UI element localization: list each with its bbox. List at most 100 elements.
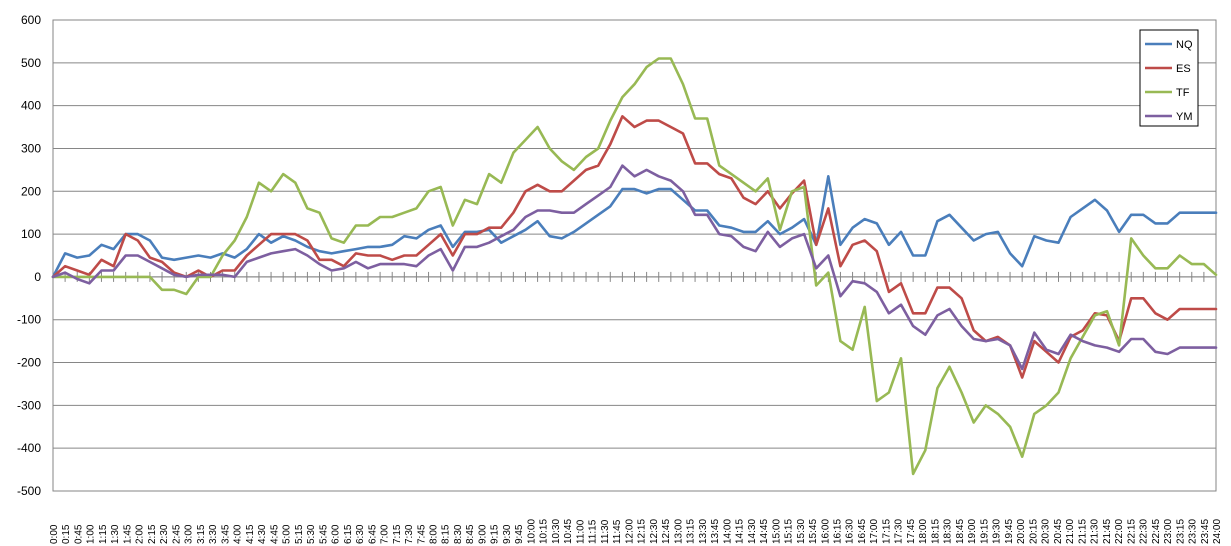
x-tick-label: 2:45: [171, 524, 182, 544]
x-tick-label: 15:00: [771, 519, 782, 544]
legend-label-nq: NQ: [1176, 39, 1193, 51]
x-tick-label: 11:30: [600, 519, 611, 544]
x-tick-label: 13:45: [710, 519, 721, 544]
series-line-ym: [51, 164, 1218, 371]
y-tick-label: -500: [17, 484, 41, 498]
x-tick-label: 8:45: [465, 524, 476, 544]
x-tick-label: 3:30: [208, 524, 219, 544]
x-tick-label: 13:30: [698, 519, 709, 544]
x-tick-label: 13:00: [673, 519, 684, 544]
x-tick-label: 15:45: [808, 519, 819, 544]
x-tick-label: 13:15: [686, 519, 697, 544]
x-tick-label: 4:00: [233, 524, 244, 544]
x-tick-label: 11:15: [588, 519, 599, 544]
x-tick-label: 15:15: [784, 519, 795, 544]
x-tick-label: 18:45: [955, 519, 966, 544]
x-tick-label: 7:15: [392, 524, 403, 544]
x-axis-tick-labels: 0:00 0:15 0:45 1:00 1:15 1:30 1:45 2:00 2:15 2:30…: [49, 519, 1223, 544]
grid: [52, 19, 1217, 492]
x-tick-label: 23:00: [1163, 519, 1174, 544]
x-tick-label: 2:15: [147, 524, 158, 544]
x-tick-label: 10:00: [526, 519, 537, 544]
x-tick-label: 18:15: [930, 519, 941, 544]
y-tick-label: -100: [17, 313, 41, 327]
x-tick-label: 1:30: [110, 524, 121, 544]
x-tick-label: 21:15: [1077, 519, 1088, 544]
x-tick-label: 0:15: [61, 524, 72, 544]
x-tick-label: 6:00: [331, 524, 342, 544]
legend: NQ ES TF YM: [1139, 29, 1199, 127]
x-tick-label: 12:00: [624, 519, 635, 544]
x-tick-label: 4:30: [257, 524, 268, 544]
x-tick-label: 9:00: [477, 524, 488, 544]
x-tick-label: 3:00: [184, 524, 195, 544]
x-tick-label: 20:00: [1016, 519, 1027, 544]
x-tick-label: 23:30: [1188, 519, 1199, 544]
x-tick-label: 9:45: [514, 524, 525, 544]
y-tick-label: 300: [21, 141, 41, 155]
x-tick-label: 16:45: [857, 519, 868, 544]
x-tick-label: 12:30: [649, 519, 660, 544]
x-tick-label: 21:00: [1065, 519, 1076, 544]
x-tick-label: 8:30: [453, 524, 464, 544]
x-tick-label: 1:45: [122, 524, 133, 544]
series-line-tf: [51, 57, 1218, 476]
x-tick-label: 7:00: [380, 524, 391, 544]
legend-label-tf: TF: [1176, 87, 1190, 99]
x-tick-label: 20:15: [1028, 519, 1039, 544]
x-tick-label: 5:45: [318, 524, 329, 544]
x-tick-label: 21:30: [1090, 519, 1101, 544]
x-tick-label: 19:00: [967, 519, 978, 544]
y-tick-label: -400: [17, 441, 41, 455]
x-tick-label: 11:45: [612, 519, 623, 544]
x-tick-label: 14:15: [735, 519, 746, 544]
x-tick-label: 9:30: [502, 524, 513, 544]
x-tick-label: 14:00: [722, 519, 733, 544]
x-tick-label: 20:45: [1053, 519, 1064, 544]
legend-label-ym: YM: [1176, 111, 1193, 123]
x-tick-label: 22:45: [1151, 519, 1162, 544]
x-tick-label: 7:30: [404, 524, 415, 544]
x-tick-label: 23:15: [1175, 519, 1186, 544]
x-tick-label: 9:15: [490, 524, 501, 544]
y-tick-label: 200: [21, 184, 41, 198]
x-tick-label: 6:45: [367, 524, 378, 544]
x-tick-label: 14:45: [759, 519, 770, 544]
x-tick-label: 10:30: [551, 519, 562, 544]
x-tick-label: 0:45: [73, 524, 84, 544]
x-tick-label: 16:00: [820, 519, 831, 544]
x-tick-label: 17:45: [906, 519, 917, 544]
legend-label-es: ES: [1176, 63, 1191, 75]
x-tick-label: 19:45: [1004, 519, 1015, 544]
y-tick-label: 100: [21, 227, 41, 241]
x-tick-label: 8:15: [441, 524, 452, 544]
x-tick-label: 7:45: [416, 524, 427, 544]
y-tick-label: 400: [21, 99, 41, 113]
x-tick-label: 12:45: [661, 519, 672, 544]
x-tick-label: 5:30: [306, 524, 317, 544]
x-tick-label: 24:00: [1212, 519, 1223, 544]
x-tick-label: 16:15: [832, 519, 843, 544]
x-tick-label: 23:45: [1200, 519, 1211, 544]
series-line-nq: [51, 175, 1218, 279]
x-tick-label: 17:30: [894, 519, 905, 544]
x-tick-label: 18:00: [918, 519, 929, 544]
y-tick-label: -200: [17, 356, 41, 370]
x-tick-label: 18:30: [943, 519, 954, 544]
x-tick-label: 11:00: [575, 519, 586, 544]
x-tick-label: 10:15: [539, 519, 550, 544]
x-tick-label: 17:15: [881, 519, 892, 544]
x-tick-label: 14:30: [747, 519, 758, 544]
x-tick-label: 5:15: [294, 524, 305, 544]
x-tick-label: 5:00: [282, 524, 293, 544]
x-tick-label: 16:30: [845, 519, 856, 544]
y-tick-label: 500: [21, 56, 41, 70]
x-tick-label: 6:30: [355, 524, 366, 544]
series-line-es: [51, 115, 1218, 379]
x-tick-label: 2:30: [159, 524, 170, 544]
x-tick-label: 0:00: [49, 524, 60, 544]
y-tick-label: 0: [34, 270, 41, 284]
x-tick-label: 17:00: [869, 519, 880, 544]
x-tick-label: 2:00: [135, 524, 146, 544]
